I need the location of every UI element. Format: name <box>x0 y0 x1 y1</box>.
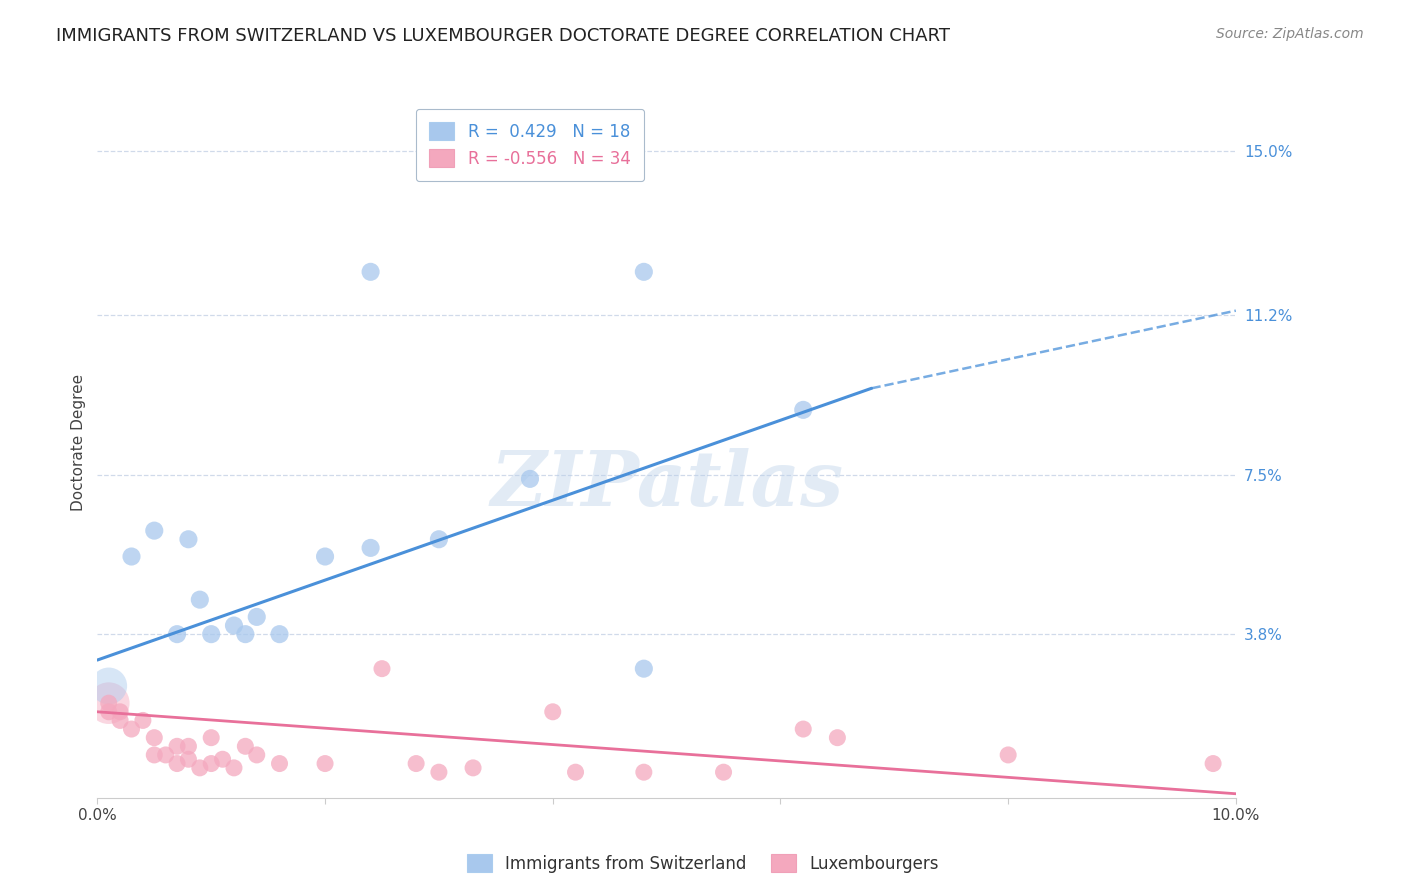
Luxembourgers <box>211 752 233 766</box>
Immigrants from Switzerland <box>143 524 166 538</box>
Luxembourgers <box>427 765 450 780</box>
Immigrants from Switzerland <box>200 627 222 641</box>
Luxembourgers <box>405 756 427 771</box>
Luxembourgers <box>461 761 484 775</box>
Luxembourgers <box>222 761 245 775</box>
Luxembourgers <box>633 765 655 780</box>
Luxembourgers <box>177 739 200 754</box>
Immigrants from Switzerland <box>427 533 450 547</box>
Luxembourgers <box>177 752 200 766</box>
Luxembourgers <box>97 696 120 710</box>
Immigrants from Switzerland <box>360 541 382 555</box>
Luxembourgers <box>121 722 143 736</box>
Immigrants from Switzerland <box>314 549 336 564</box>
Immigrants from Switzerland <box>792 402 814 417</box>
Immigrants from Switzerland <box>633 265 655 279</box>
Text: ZIPatlas: ZIPatlas <box>491 448 844 522</box>
Point <box>97 679 120 693</box>
Immigrants from Switzerland <box>121 549 143 564</box>
Luxembourgers <box>155 747 177 762</box>
Luxembourgers <box>143 731 166 745</box>
Luxembourgers <box>166 739 188 754</box>
Luxembourgers <box>200 731 222 745</box>
Text: IMMIGRANTS FROM SWITZERLAND VS LUXEMBOURGER DOCTORATE DEGREE CORRELATION CHART: IMMIGRANTS FROM SWITZERLAND VS LUXEMBOUR… <box>56 27 950 45</box>
Immigrants from Switzerland <box>177 533 200 547</box>
Luxembourgers <box>792 722 814 736</box>
Immigrants from Switzerland <box>633 662 655 676</box>
Luxembourgers <box>541 705 564 719</box>
Immigrants from Switzerland <box>269 627 291 641</box>
Legend: Immigrants from Switzerland, Luxembourgers: Immigrants from Switzerland, Luxembourge… <box>460 847 946 880</box>
Immigrants from Switzerland <box>166 627 188 641</box>
Luxembourgers <box>97 705 120 719</box>
Luxembourgers <box>132 714 155 728</box>
Luxembourgers <box>371 662 394 676</box>
Immigrants from Switzerland <box>222 618 245 632</box>
Luxembourgers <box>827 731 849 745</box>
Luxembourgers <box>108 714 131 728</box>
Luxembourgers <box>1202 756 1225 771</box>
Luxembourgers <box>246 747 269 762</box>
Text: Source: ZipAtlas.com: Source: ZipAtlas.com <box>1216 27 1364 41</box>
Point <box>97 696 120 710</box>
Luxembourgers <box>188 761 211 775</box>
Luxembourgers <box>269 756 291 771</box>
Immigrants from Switzerland <box>188 592 211 607</box>
Luxembourgers <box>200 756 222 771</box>
Luxembourgers <box>314 756 336 771</box>
Luxembourgers <box>108 705 131 719</box>
Luxembourgers <box>143 747 166 762</box>
Legend: R =  0.429   N = 18, R = -0.556   N = 34: R = 0.429 N = 18, R = -0.556 N = 34 <box>416 109 644 181</box>
Luxembourgers <box>564 765 586 780</box>
Immigrants from Switzerland <box>235 627 257 641</box>
Y-axis label: Doctorate Degree: Doctorate Degree <box>72 374 86 511</box>
Immigrants from Switzerland <box>246 610 269 624</box>
Luxembourgers <box>713 765 735 780</box>
Luxembourgers <box>166 756 188 771</box>
Immigrants from Switzerland <box>360 265 382 279</box>
Luxembourgers <box>997 747 1019 762</box>
Immigrants from Switzerland <box>519 472 541 486</box>
Luxembourgers <box>235 739 257 754</box>
